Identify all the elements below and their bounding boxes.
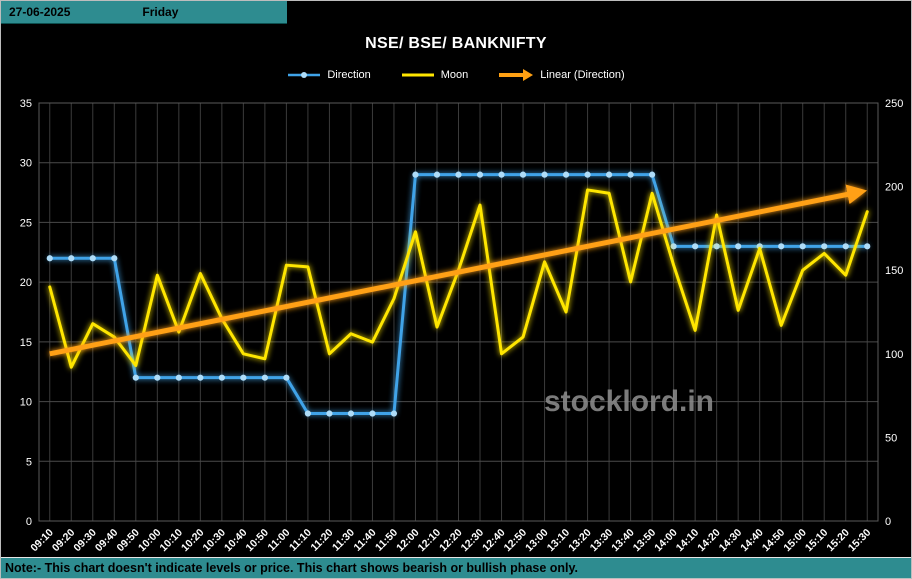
svg-text:15:10: 15:10 xyxy=(803,527,831,555)
legend-item-linear: Linear (Direction) xyxy=(498,68,625,82)
moon-line-icon xyxy=(401,73,434,77)
svg-text:14:10: 14:10 xyxy=(674,527,702,555)
svg-text:5: 5 xyxy=(26,456,32,468)
arrow-icon xyxy=(499,69,534,81)
svg-text:100: 100 xyxy=(885,349,903,361)
note-bar: Note:- This chart doesn't indicate level… xyxy=(1,557,911,578)
legend-label-direction: Direction xyxy=(327,69,371,81)
svg-text:11:00: 11:00 xyxy=(265,527,292,554)
right-axis-labels: 0 50 100 150 200 250 xyxy=(885,98,903,528)
svg-text:14:40: 14:40 xyxy=(738,527,766,555)
left-axis-labels: 0 5 10 15 20 25 30 35 xyxy=(20,98,32,528)
svg-text:09:50: 09:50 xyxy=(114,527,142,555)
watermark: stocklord.in xyxy=(544,385,714,418)
svg-text:11:50: 11:50 xyxy=(373,527,400,554)
svg-text:12:30: 12:30 xyxy=(459,527,487,555)
chart-canvas: 0510152025303505010015020025009:1009:200… xyxy=(20,98,904,554)
svg-text:09:40: 09:40 xyxy=(93,527,121,555)
legend-item-moon: Moon xyxy=(401,69,469,81)
svg-text:10:40: 10:40 xyxy=(222,527,250,555)
svg-text:11:20: 11:20 xyxy=(308,527,335,554)
svg-text:10:50: 10:50 xyxy=(244,527,272,555)
svg-text:13:00: 13:00 xyxy=(523,527,551,555)
svg-text:11:30: 11:30 xyxy=(330,527,357,554)
svg-text:25: 25 xyxy=(20,217,32,229)
plot-area: 0510152025303505010015020025009:1009:200… xyxy=(20,98,904,554)
svg-text:09:30: 09:30 xyxy=(71,527,99,555)
svg-text:10:10: 10:10 xyxy=(157,527,185,555)
svg-text:35: 35 xyxy=(20,98,32,110)
svg-text:20: 20 xyxy=(20,277,32,289)
svg-text:15:20: 15:20 xyxy=(824,527,852,555)
trendline-linear-direction xyxy=(49,184,868,357)
legend-label-moon: Moon xyxy=(440,69,469,81)
svg-text:14:20: 14:20 xyxy=(695,527,723,555)
svg-text:10:00: 10:00 xyxy=(136,527,164,555)
legend-item-direction: Direction xyxy=(287,69,371,81)
svg-text:250: 250 xyxy=(885,98,903,110)
svg-text:30: 30 xyxy=(20,158,32,170)
svg-text:0: 0 xyxy=(885,516,891,528)
svg-text:12:40: 12:40 xyxy=(480,527,508,555)
svg-text:12:00: 12:00 xyxy=(394,527,422,555)
svg-text:13:20: 13:20 xyxy=(566,527,594,555)
svg-text:10: 10 xyxy=(20,397,32,409)
x-axis-labels: 09:1009:2009:3009:4009:5010:0010:1010:20… xyxy=(28,527,873,555)
note-text: Note:- This chart doesn't indicate level… xyxy=(5,561,579,575)
svg-text:10:30: 10:30 xyxy=(201,527,229,555)
svg-text:15:30: 15:30 xyxy=(846,527,874,555)
svg-text:11:40: 11:40 xyxy=(352,527,379,554)
direction-line-marker-icon xyxy=(288,72,321,78)
svg-text:14:00: 14:00 xyxy=(652,527,680,555)
svg-text:10:20: 10:20 xyxy=(179,527,207,555)
svg-text:200: 200 xyxy=(885,182,903,194)
svg-text:12:50: 12:50 xyxy=(502,527,530,555)
chart-title: NSE/ BSE/ BANKNIFTY xyxy=(365,35,547,52)
svg-text:13:30: 13:30 xyxy=(588,527,616,555)
svg-text:150: 150 xyxy=(885,265,903,277)
series-direction xyxy=(46,171,871,417)
svg-text:50: 50 xyxy=(885,432,897,444)
svg-text:09:10: 09:10 xyxy=(28,527,56,555)
plot-border xyxy=(38,102,879,522)
svg-text:0: 0 xyxy=(26,516,32,528)
chart-legend: Direction Moon Linear (Direction) xyxy=(1,68,911,82)
svg-text:11:10: 11:10 xyxy=(287,527,314,554)
date-label: 27-06-2025 xyxy=(9,5,71,19)
svg-text:13:50: 13:50 xyxy=(631,527,659,555)
header-bar: 27-06-2025 Friday xyxy=(1,1,287,24)
svg-text:12:20: 12:20 xyxy=(437,527,465,555)
day-label: Friday xyxy=(142,5,179,19)
svg-text:14:50: 14:50 xyxy=(760,527,788,555)
svg-text:09:20: 09:20 xyxy=(50,527,78,555)
svg-text:15:00: 15:00 xyxy=(781,527,809,555)
svg-text:14:30: 14:30 xyxy=(717,527,745,555)
legend-label-linear: Linear (Direction) xyxy=(540,69,625,81)
svg-text:13:10: 13:10 xyxy=(545,527,573,555)
svg-text:13:40: 13:40 xyxy=(609,527,637,555)
svg-text:12:10: 12:10 xyxy=(416,527,444,555)
svg-text:15: 15 xyxy=(20,337,32,349)
